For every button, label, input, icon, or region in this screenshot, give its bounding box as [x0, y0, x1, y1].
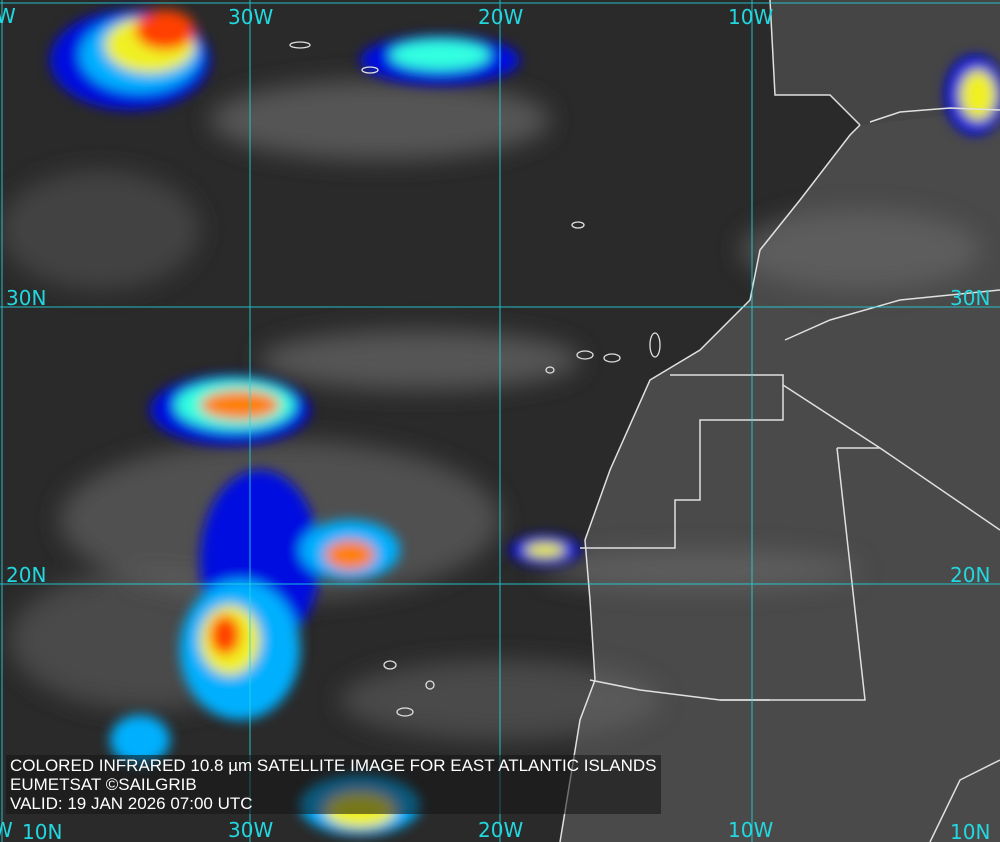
- lat-label-left-20n: 20N: [6, 563, 47, 587]
- caption-valid-time: VALID: 19 JAN 2026 07:00 UTC: [10, 794, 253, 813]
- lon-label-bottom-10w: 10W: [728, 818, 774, 842]
- africa-land: [560, 0, 1000, 842]
- lon-label-bottom-20w: 20W: [478, 818, 524, 842]
- coastlines: [559, 0, 1000, 842]
- lon-label-top-40w: W: [0, 4, 16, 28]
- lon-label-top-10w: 10W: [728, 5, 774, 29]
- lon-label-bottom-40w: W: [0, 818, 13, 842]
- lat-label-right-30n: 30N: [950, 286, 991, 310]
- iberia-land: [770, 0, 1000, 125]
- lat-label-left-30n: 30N: [6, 286, 47, 310]
- lon-label-top-20w: 20W: [478, 5, 524, 29]
- lon-label-bottom-30w: 30W: [228, 818, 274, 842]
- lat-label-right-10n: 10N: [950, 820, 991, 842]
- caption-title: COLORED INFRARED 10.8 µm SATELLITE IMAGE…: [10, 756, 657, 775]
- caption-credit: EUMETSAT ©SAILGRIB: [10, 775, 197, 794]
- lon-label-top-30w: 30W: [228, 5, 274, 29]
- image-caption: COLORED INFRARED 10.8 µm SATELLITE IMAGE…: [6, 755, 661, 814]
- islands: [289, 41, 661, 717]
- lat-label-left-10n: 10N: [22, 820, 63, 842]
- lat-label-right-20n: 20N: [950, 563, 991, 587]
